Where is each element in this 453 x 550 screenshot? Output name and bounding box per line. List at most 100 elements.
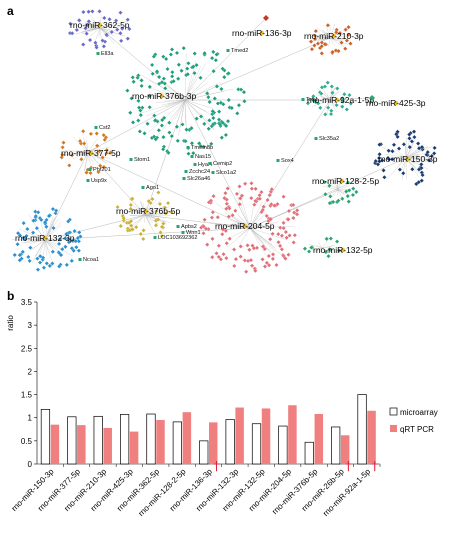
cluster-spoke xyxy=(249,212,267,229)
gene-node xyxy=(410,166,415,172)
cluster-spoke xyxy=(184,88,234,101)
gene-node xyxy=(213,57,219,63)
cluster-spoke xyxy=(144,214,159,225)
shared-gene-label: LOC103692362 xyxy=(158,235,198,241)
gene-node xyxy=(226,71,231,76)
cluster-spoke xyxy=(81,23,101,29)
gene-node xyxy=(291,240,296,245)
cluster-spoke xyxy=(237,215,251,229)
cluster-spoke xyxy=(44,239,53,263)
mirna-hub-node xyxy=(42,235,48,241)
gene-node xyxy=(211,193,216,199)
gene-node xyxy=(376,155,382,161)
gene-node xyxy=(88,131,94,137)
gene-node xyxy=(184,66,190,71)
cluster-spoke xyxy=(87,151,93,163)
gene-node xyxy=(198,75,203,81)
gene-node xyxy=(327,200,333,206)
gene-node xyxy=(390,148,395,154)
gene-node xyxy=(214,251,219,256)
bar-qrt-pcr xyxy=(340,435,350,464)
gene-node xyxy=(46,213,52,219)
gene-node xyxy=(81,9,86,15)
gene-node xyxy=(184,127,189,132)
gene-node xyxy=(149,62,155,68)
cluster-spoke xyxy=(397,157,407,166)
cluster-spoke xyxy=(44,239,61,242)
gene-node xyxy=(401,170,406,176)
gene-node xyxy=(209,55,215,61)
gene-node xyxy=(151,54,157,59)
cluster-spoke xyxy=(148,87,186,101)
cluster-mir-210: rno-miR-210-3p xyxy=(304,22,364,56)
gene-node xyxy=(253,268,258,274)
gene-node xyxy=(345,193,351,199)
cluster-spoke xyxy=(184,66,201,101)
gene-node xyxy=(251,245,257,251)
gene-node xyxy=(346,32,351,37)
gene-node xyxy=(224,255,229,261)
cluster-spoke xyxy=(148,99,186,133)
gene-node xyxy=(175,138,181,144)
cluster-spoke xyxy=(321,185,339,191)
cluster-spoke xyxy=(405,152,428,159)
cluster-spoke xyxy=(249,227,277,249)
bar-microarray xyxy=(172,421,182,465)
gene-node xyxy=(161,134,166,140)
gene-node xyxy=(326,253,331,259)
gene-node xyxy=(25,226,30,232)
gene-node xyxy=(225,186,230,191)
cluster-spoke xyxy=(98,27,101,37)
gene-node xyxy=(94,143,100,148)
cluster-spoke xyxy=(19,229,46,241)
cluster-spoke xyxy=(235,220,251,229)
cluster-spoke xyxy=(184,99,210,115)
cluster-spoke xyxy=(30,239,46,244)
cluster-spoke xyxy=(81,27,101,35)
cluster-spoke xyxy=(134,210,146,216)
gene-node xyxy=(226,214,232,219)
gene-node xyxy=(432,145,437,151)
cluster-spoke xyxy=(83,136,89,153)
y-tick-label: 3.5 xyxy=(21,298,33,307)
gene-node xyxy=(93,40,98,46)
gene-node xyxy=(192,70,197,76)
gene-node xyxy=(115,204,120,210)
cluster-spoke xyxy=(318,242,323,249)
cluster-spoke xyxy=(401,157,407,170)
y-tick-label: 0.5 xyxy=(21,437,33,446)
gene-node xyxy=(414,181,419,187)
y-tick-label: 3 xyxy=(28,321,33,330)
cluster-spoke xyxy=(326,182,339,191)
gene-node xyxy=(220,231,225,237)
gene-node xyxy=(309,46,315,52)
gene-node xyxy=(291,210,297,215)
cluster-spoke xyxy=(316,36,331,39)
dagger-marker: † xyxy=(214,459,220,473)
mirna-hub-label: rno-miR-210-3p xyxy=(304,31,364,41)
mirna-hub-label: rno-miR-362-5p xyxy=(70,20,130,30)
gene-node xyxy=(83,26,88,31)
gene-node xyxy=(328,111,334,117)
network-edge xyxy=(44,151,89,241)
gene-node xyxy=(308,39,314,44)
shared-gene-node xyxy=(88,168,92,171)
bar-qrt-pcr xyxy=(235,407,244,464)
gene-node xyxy=(336,198,341,203)
cluster-spoke xyxy=(321,37,331,41)
mirna-hub-node xyxy=(88,150,94,156)
panel-b-label: b xyxy=(7,289,14,303)
gene-node xyxy=(128,206,133,212)
gene-node xyxy=(260,244,266,249)
gene-node xyxy=(315,41,321,46)
gene-node xyxy=(66,239,72,245)
cluster-spoke xyxy=(405,137,407,159)
shared-gene-node xyxy=(182,177,186,180)
cluster-spoke xyxy=(237,227,251,238)
gene-node xyxy=(247,247,252,253)
cluster-spoke xyxy=(328,37,331,47)
gene-node xyxy=(159,123,165,128)
gene-node xyxy=(125,17,131,22)
gene-node xyxy=(337,30,343,36)
gene-node xyxy=(330,90,335,96)
